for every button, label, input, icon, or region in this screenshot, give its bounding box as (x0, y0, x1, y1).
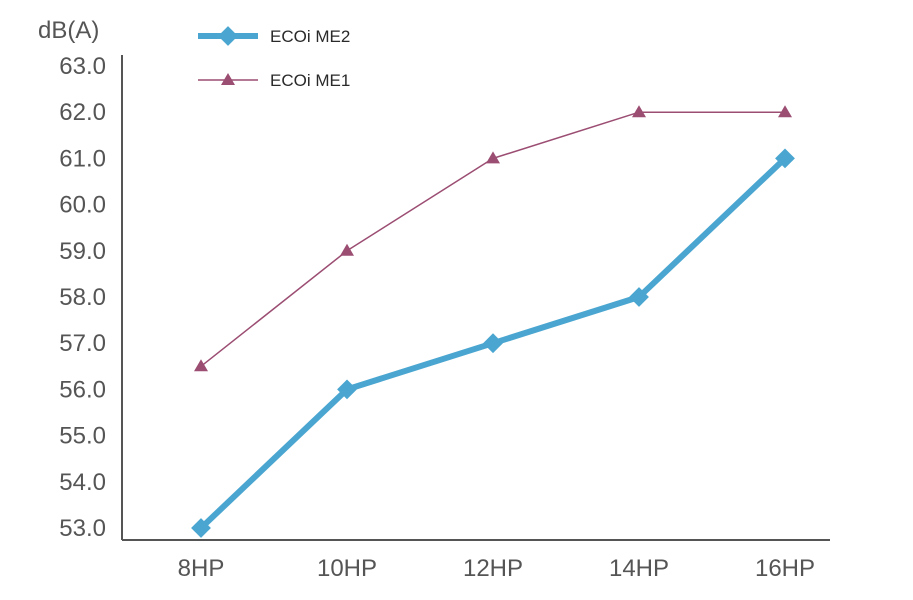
data-point-me1 (486, 151, 500, 164)
data-point-me1 (632, 105, 646, 118)
y-tick-label: 62.0 (59, 99, 106, 126)
y-tick-label: 53.0 (59, 515, 106, 542)
legend-label-me2: ECOi ME2 (270, 27, 350, 46)
y-axis-unit-label: dB(A) (38, 17, 99, 44)
data-point-me1 (340, 243, 354, 256)
legend-label-me1: ECOi ME1 (270, 71, 350, 90)
x-tick-label: 8HP (178, 555, 225, 582)
x-tick-label: 14HP (609, 555, 669, 582)
y-tick-label: 56.0 (59, 376, 106, 403)
x-tick-label: 10HP (317, 555, 377, 582)
y-tick-label: 59.0 (59, 238, 106, 265)
y-tick-label: 60.0 (59, 192, 106, 219)
y-tick-label: 61.0 (59, 145, 106, 172)
y-tick-label: 54.0 (59, 469, 106, 496)
y-tick-label: 57.0 (59, 330, 106, 357)
y-tick-label: 58.0 (59, 284, 106, 311)
x-tick-label: 12HP (463, 555, 523, 582)
data-point-me2 (629, 287, 649, 307)
y-tick-labels: 53.0 54.0 55.0 56.0 57.0 58.0 59.0 60.0 61.0 62.0… (59, 53, 106, 542)
data-point-me1 (778, 105, 792, 118)
y-tick-label: 63.0 (59, 53, 106, 80)
y-tick-label: 55.0 (59, 423, 106, 450)
data-point-me1 (194, 359, 208, 372)
legend-marker-me1 (221, 73, 235, 85)
series-group (191, 105, 795, 538)
data-point-me2 (337, 379, 357, 400)
x-tick-label: 16HP (755, 555, 815, 582)
legend-marker-me2 (218, 26, 238, 46)
x-tick-labels: 8HP 10HP 12HP 14HP 16HP (178, 555, 815, 582)
legend: ECOi ME2 ECOi ME1 (198, 26, 350, 90)
data-point-me2 (483, 333, 503, 354)
